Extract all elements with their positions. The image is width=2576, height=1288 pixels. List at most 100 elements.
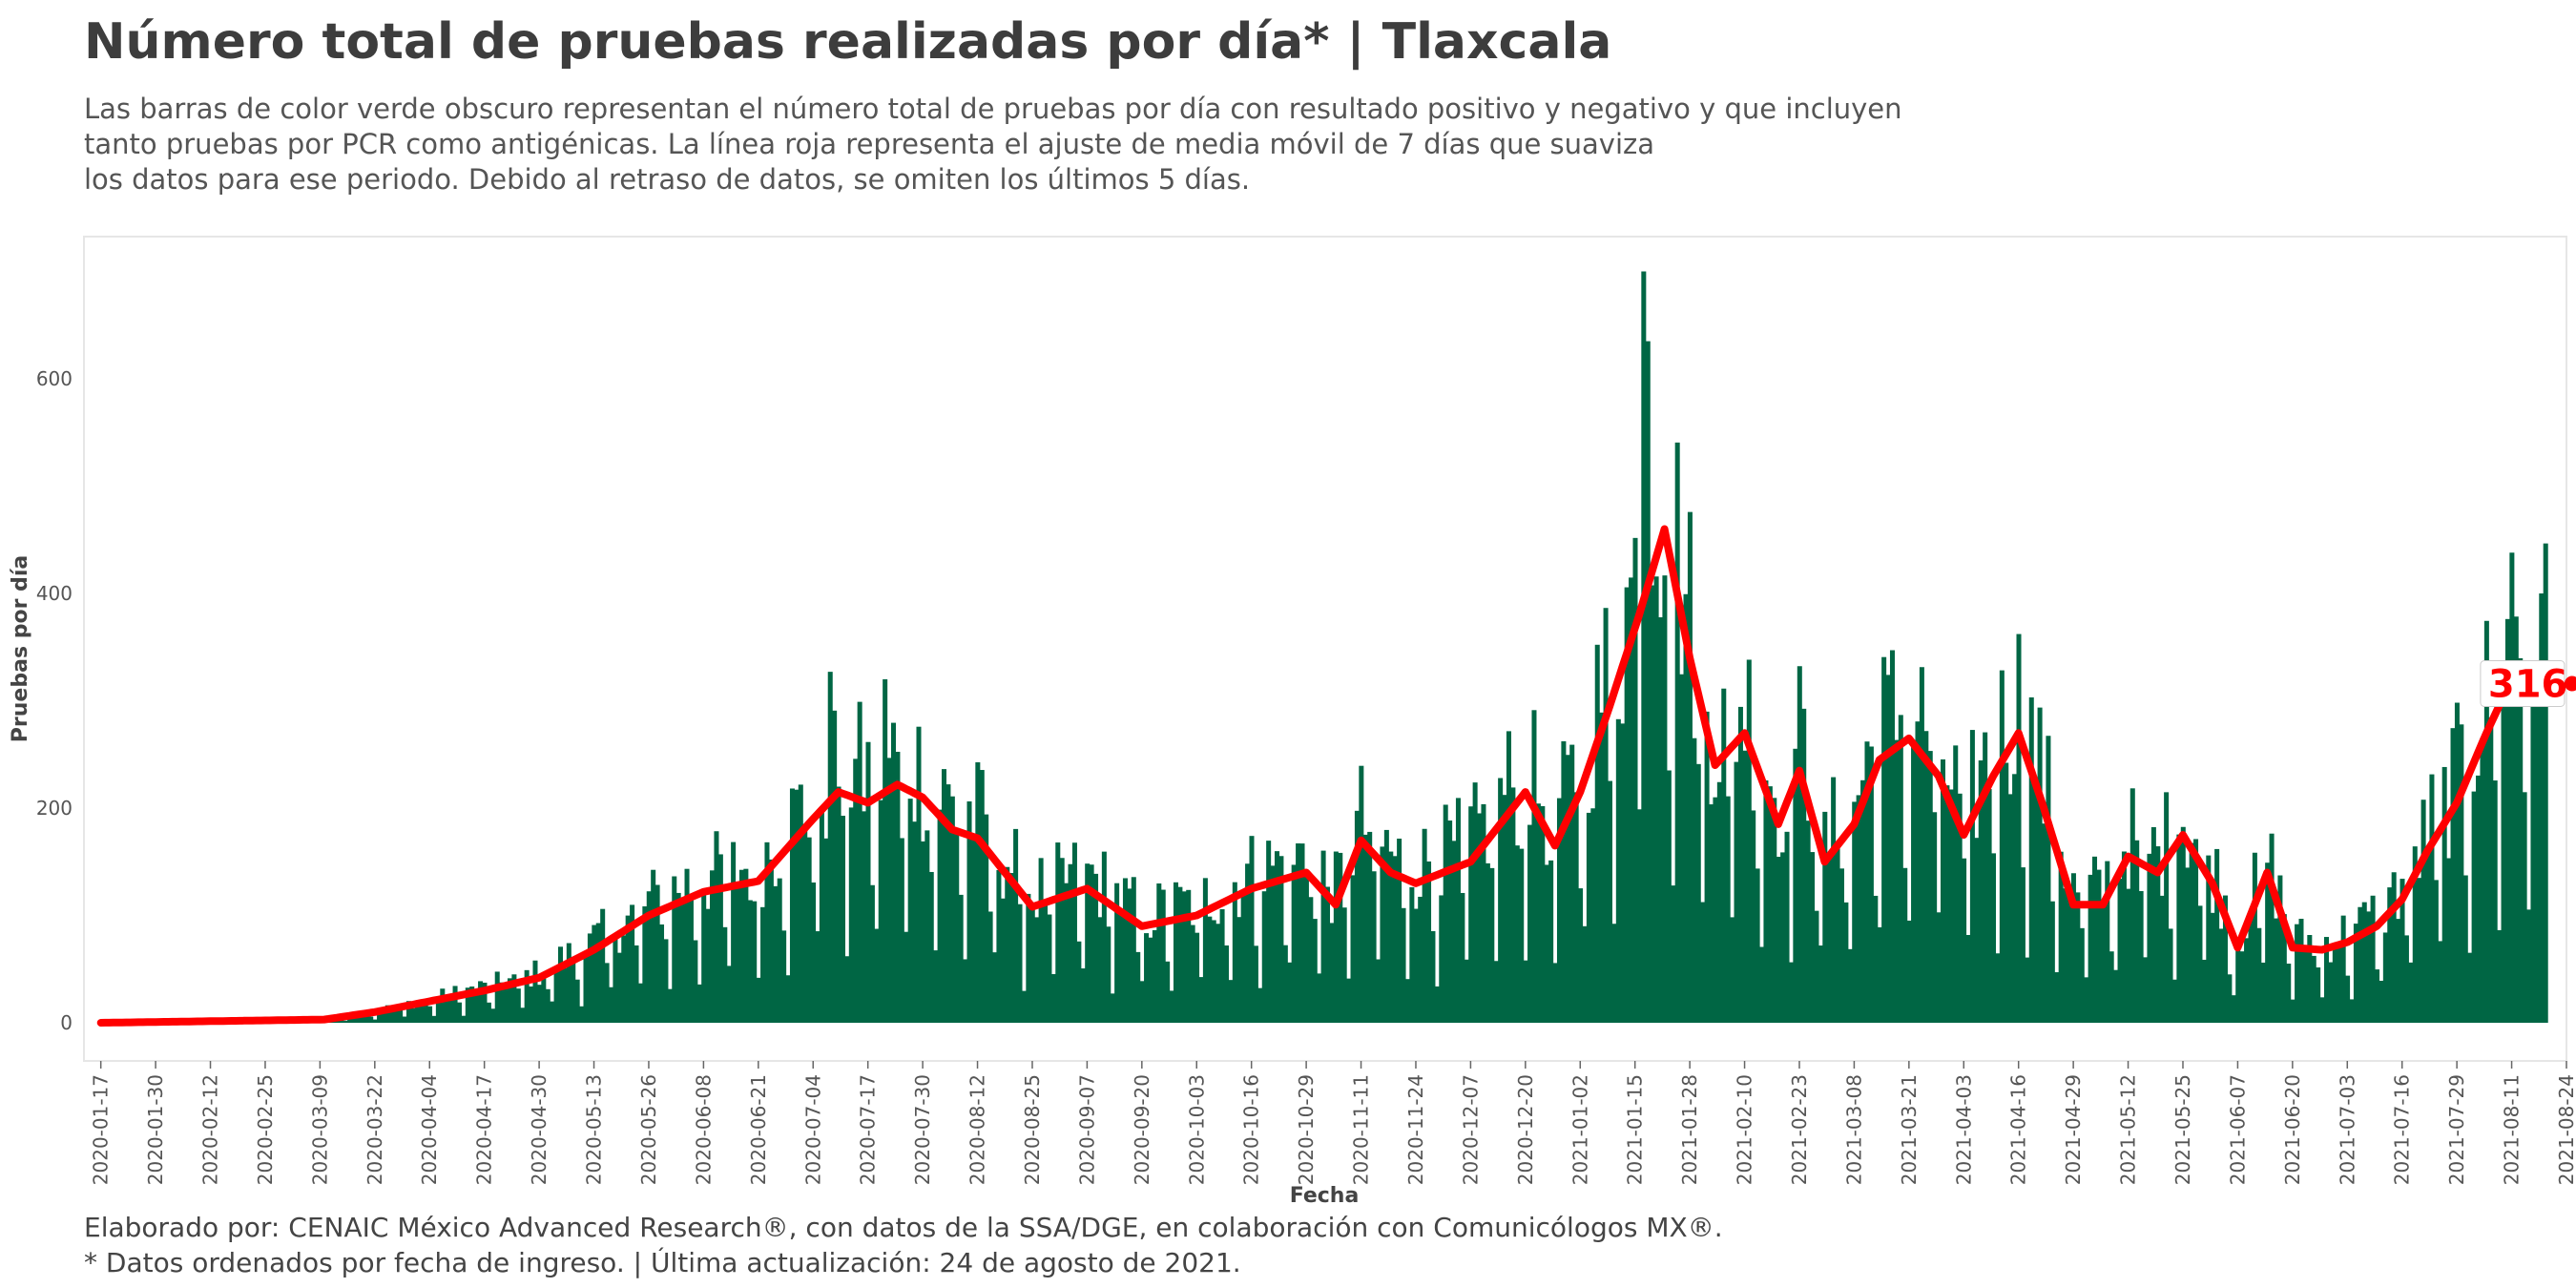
y-axis: 0 200 400 600 (36, 367, 73, 1034)
bar (886, 758, 892, 1023)
bar (511, 974, 517, 1023)
bar (1371, 871, 1377, 1023)
end-value-label-text: 316 (2488, 663, 2568, 707)
bar (2007, 794, 2013, 1023)
bar (494, 971, 500, 1023)
bar (2260, 962, 2266, 1023)
bar (553, 969, 559, 1023)
x-tick-label: 2021-01-02 (1568, 1074, 1591, 1185)
bar (1367, 831, 1373, 1023)
bar (343, 1020, 348, 1023)
bar-series (102, 271, 2548, 1024)
bar (2361, 902, 2367, 1023)
bar (1050, 974, 1056, 1023)
bar (2100, 904, 2106, 1023)
bar (1653, 576, 1659, 1023)
x-tick-label: 2021-01-28 (1678, 1074, 1701, 1185)
bar (1527, 824, 1533, 1023)
x-tick-label: 2020-09-07 (1075, 1074, 1098, 1185)
bar (928, 871, 934, 1023)
bar (2185, 867, 2191, 1023)
bar (1110, 993, 1115, 1023)
bar (2408, 962, 2414, 1023)
bar (1468, 806, 1474, 1023)
y-tick-label: 0 (60, 1011, 73, 1034)
bar (2126, 888, 2131, 1023)
bar (1734, 761, 1739, 1023)
bar (1464, 959, 1469, 1023)
bar (1730, 917, 1735, 1023)
bar (2492, 780, 2498, 1023)
bar (1029, 902, 1035, 1023)
bar (1674, 442, 1680, 1024)
bar (1969, 730, 1975, 1023)
x-tick-label: 2020-02-25 (254, 1074, 277, 1185)
bar (1320, 850, 1326, 1023)
bar (1948, 789, 1954, 1023)
bar (536, 985, 542, 1023)
bar (2218, 928, 2224, 1023)
bar (1232, 882, 1237, 1023)
bar (1641, 271, 1647, 1023)
bar (1831, 777, 1837, 1023)
bar (2004, 762, 2009, 1023)
bar (2155, 846, 2161, 1023)
bar (2121, 851, 2127, 1023)
bar (1679, 674, 1685, 1023)
bar (836, 786, 841, 1023)
bar (1911, 744, 1917, 1023)
bar (600, 908, 606, 1023)
bar (2319, 997, 2325, 1023)
bar (1906, 920, 1912, 1023)
bar (1636, 809, 1642, 1023)
bar (1404, 979, 1410, 1023)
bar (904, 931, 909, 1023)
bar (1814, 910, 1819, 1023)
bar (1207, 916, 1213, 1023)
bar (924, 830, 930, 1023)
bar (2235, 946, 2241, 1023)
bar (545, 988, 551, 1023)
bar (2025, 957, 2030, 1023)
bar (2277, 875, 2283, 1023)
x-axis: 2020-01-17 2020-01-30 2020-02-12 2020-02-25… (90, 1061, 2576, 1185)
bar (347, 1017, 353, 1023)
bar (2231, 995, 2236, 1023)
bar (562, 967, 568, 1023)
bar (1607, 780, 1612, 1023)
bar (2239, 951, 2245, 1023)
bar (979, 770, 985, 1023)
bar (1282, 945, 1288, 1023)
bar (827, 672, 833, 1024)
bar (1506, 731, 1511, 1023)
bar (1026, 893, 1031, 1023)
bar (1274, 851, 1280, 1023)
bar (789, 788, 795, 1023)
bar (1198, 977, 1204, 1023)
x-tick-label: 2021-07-16 (2391, 1074, 2414, 1185)
bar (579, 1006, 585, 1023)
bar (2079, 927, 2085, 1023)
bar (2497, 929, 2503, 1023)
bar (1965, 934, 1971, 1023)
bar (2088, 874, 2093, 1023)
bar (1932, 812, 1938, 1023)
bar (469, 986, 475, 1023)
bar (1261, 891, 1267, 1023)
bar (1388, 851, 1394, 1023)
bar (2366, 911, 2372, 1023)
bar (1759, 946, 1765, 1023)
bar (811, 882, 817, 1023)
x-tick-label: 2020-04-30 (528, 1074, 551, 1185)
bar (1439, 895, 1444, 1023)
bar (848, 807, 854, 1023)
bar (486, 1002, 491, 1023)
x-tick-label: 2021-02-10 (1734, 1074, 1756, 1185)
bar (630, 904, 635, 1023)
bar (2467, 952, 2473, 1023)
bar (954, 827, 960, 1023)
bar (1856, 795, 1861, 1023)
bar (2290, 999, 2296, 1023)
bar (1995, 953, 2001, 1023)
bar (583, 953, 589, 1023)
